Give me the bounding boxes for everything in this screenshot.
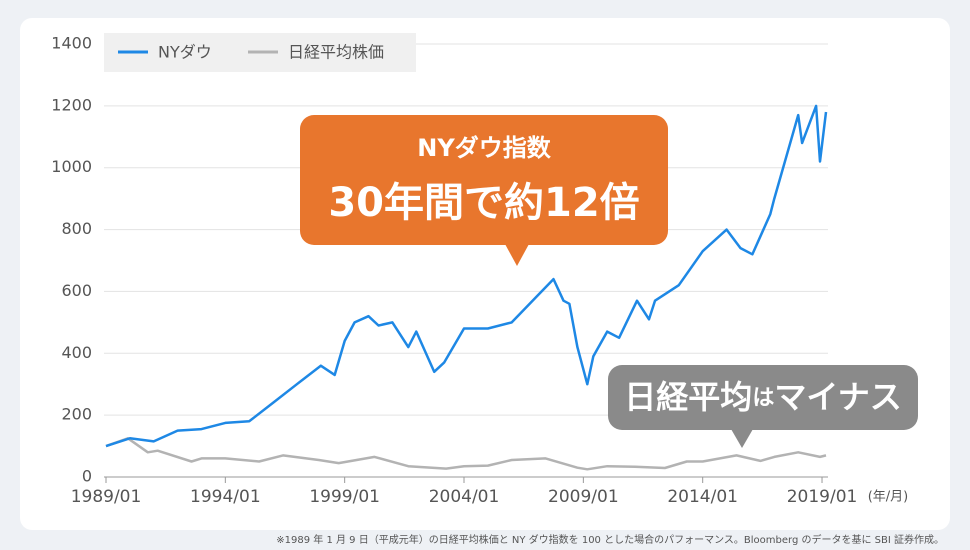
callout-dow: NYダウ指数 30年間で約12倍 (300, 115, 668, 266)
callout-part: 日経平均 (624, 378, 752, 416)
callout-pointer (731, 429, 753, 448)
x-axis-label: (年/月) (868, 490, 909, 505)
x-tick-label: 1999/01 (309, 487, 380, 507)
y-tick-label: 1200 (51, 95, 92, 114)
x-tick-label: 1994/01 (190, 487, 261, 507)
callout-box (608, 365, 918, 430)
y-tick-label: 800 (61, 219, 92, 238)
x-tick-label: 2019/01 (787, 487, 858, 507)
callout-text: 日経平均はマイナス (624, 378, 901, 416)
y-tick-label: 1400 (51, 34, 92, 53)
legend-label: NYダウ (158, 43, 212, 62)
y-tick-label: 600 (61, 281, 92, 300)
panel (20, 18, 950, 530)
y-tick-label: 400 (61, 343, 92, 362)
callout-nikkei: 日経平均はマイナス (608, 365, 918, 448)
y-tick-label: 0 (82, 467, 92, 486)
y-tick-label: 200 (61, 405, 92, 424)
y-tick-label: 1000 (51, 157, 92, 176)
series-line (105, 104, 828, 448)
series-line (105, 437, 827, 471)
x-tick-label: 2009/01 (548, 487, 619, 507)
callout-pointer (505, 244, 529, 266)
x-tick-label: 2014/01 (667, 487, 738, 507)
callout-text: 30年間で約12倍 (328, 180, 639, 226)
legend-label: 日経平均株価 (288, 43, 384, 62)
callout-box (300, 115, 668, 245)
footnote: ※1989 年 1 月 9 日（平成元年）の日経平均株価と NY ダウ指数を 1… (276, 533, 944, 546)
callout-text: NYダウ指数 (417, 134, 551, 162)
callout-part: は (752, 386, 774, 411)
callout-part: マイナス (774, 378, 901, 416)
x-tick-label: 2004/01 (429, 487, 500, 507)
x-tick-label: 1989/01 (71, 487, 142, 507)
